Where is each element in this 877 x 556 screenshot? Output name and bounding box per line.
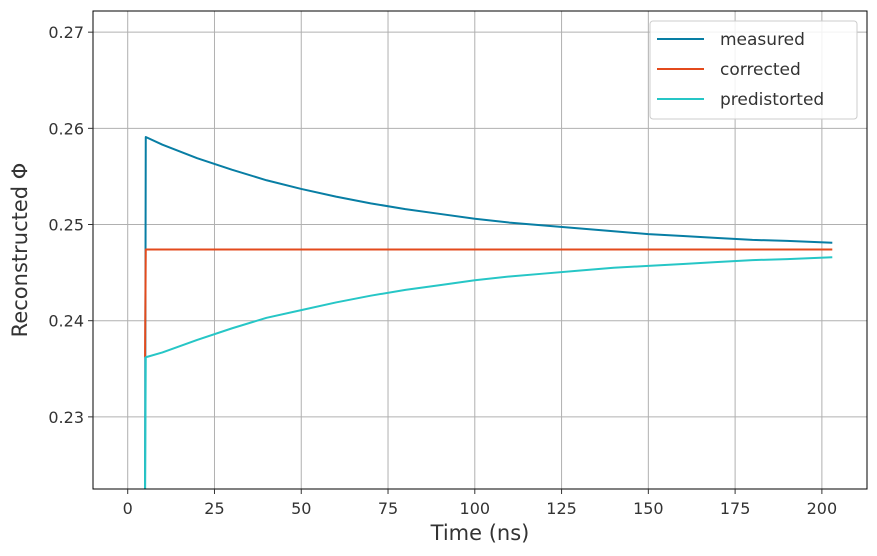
series-line-corrected xyxy=(144,248,833,358)
x-tick-label: 100 xyxy=(460,499,491,518)
y-tick-label: 0.24 xyxy=(48,312,84,331)
x-tick-label: 50 xyxy=(291,499,311,518)
x-tick-label: 0 xyxy=(123,499,133,518)
x-tick-label: 125 xyxy=(546,499,577,518)
y-tick-label: 0.27 xyxy=(48,23,84,42)
legend-label-corrected: corrected xyxy=(720,60,801,80)
x-tick-label: 200 xyxy=(807,499,838,518)
legend-label-predistorted: predistorted xyxy=(720,90,824,110)
legend: measured corrected predistorted xyxy=(649,20,858,120)
y-tick-label: 0.23 xyxy=(48,408,84,427)
legend-box xyxy=(649,20,858,120)
y-tick-label: 0.26 xyxy=(48,119,84,138)
x-tick-label: 175 xyxy=(720,499,751,518)
axes-frame xyxy=(92,10,868,490)
x-tick-label: 75 xyxy=(378,499,398,518)
tick-labels: 0 25 50 75 100 125 150 175 200 0.23 0.24 0.25 0.26 0.… xyxy=(48,23,837,518)
x-axis-label: Time (ns) xyxy=(430,521,530,545)
y-axis-label: Reconstructed Φ xyxy=(8,163,32,338)
x-tick-label: 25 xyxy=(204,499,224,518)
series-line-predistorted xyxy=(144,256,833,489)
y-tick-label: 0.25 xyxy=(48,216,84,235)
series-line-measured xyxy=(144,135,833,489)
x-tick-label: 150 xyxy=(633,499,664,518)
series-lines xyxy=(144,135,833,489)
legend-label-measured: measured xyxy=(720,30,805,50)
